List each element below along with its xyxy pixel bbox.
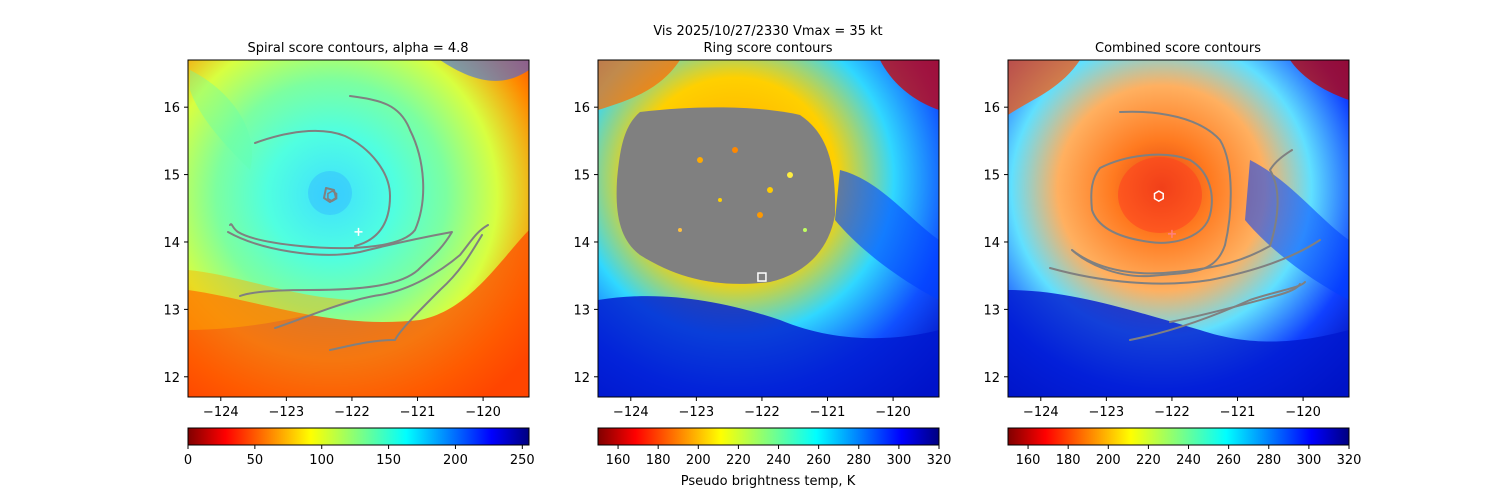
plot-frame: [597, 59, 940, 398]
colorbar-tick-label: 240: [1176, 453, 1201, 468]
heatmap-image: [598, 60, 939, 397]
colorbar-tick-label: 180: [1056, 453, 1081, 468]
panel-title: Spiral score contours, alpha = 4.8: [247, 41, 468, 56]
markers: [327, 190, 363, 236]
x-tick-label: −123: [679, 405, 715, 420]
x-axis: −124 −123 −122 −121 −120: [1023, 397, 1321, 420]
colorbar-tick-label: 250: [510, 453, 535, 468]
contours: [227, 95, 489, 351]
markers: [757, 272, 767, 282]
colorbar-tick-label: 300: [886, 453, 911, 468]
y-tick-label: 13: [983, 303, 1000, 318]
colorbar-ticks: 160 180 200 220 240 260 280 300 320: [606, 445, 952, 468]
y-axis: 12 13 14 15 16: [573, 101, 598, 386]
y-tick-label: 13: [163, 303, 180, 318]
panel-spiral: Spiral score contours, alpha = 4.8 −124−…: [163, 41, 534, 468]
x-tick-label: −124: [203, 405, 239, 420]
x-tick-label: −124: [1023, 405, 1059, 420]
colorbar-tick-label: 100: [309, 453, 334, 468]
colorbar-tick-label: 280: [846, 453, 871, 468]
x-tick-label: −121: [810, 405, 846, 420]
y-axis: 12 13 14 15 16: [983, 101, 1008, 386]
x-tick-label: −123: [269, 405, 305, 420]
y-tick-label: 15: [163, 169, 180, 184]
colorbar-tick-label: 320: [1337, 453, 1362, 468]
panel-ring: Ring score contours −124 −123 −122 −121 −120…: [573, 41, 951, 489]
colorbar-ticks: 0 50 100 150 200 250: [184, 445, 535, 468]
x-tick-label: −120: [1285, 405, 1321, 420]
x-tick-label: −123: [1089, 405, 1125, 420]
colorbar-tick-label: 320: [927, 453, 952, 468]
y-tick-label: 15: [573, 169, 590, 184]
colorbar-tick-label: 240: [766, 453, 791, 468]
heatmap-image: [188, 60, 529, 397]
y-tick-label: 12: [163, 371, 180, 386]
x-tick-label: −122: [334, 405, 370, 420]
x-tick-label: −122: [1154, 405, 1190, 420]
y-tick-label: 12: [573, 371, 590, 386]
colorbar-tick-label: 200: [686, 453, 711, 468]
y-tick-label: 16: [573, 101, 590, 116]
colorbar-label: Pseudo brightness temp, K: [681, 474, 856, 489]
colorbar: 0 50 100 150 200 250: [184, 427, 535, 468]
x-tick-label: −124: [613, 405, 649, 420]
center-plus-marker: [354, 227, 363, 236]
panel-combined: Combined score contours −124 −123 −122 −121…: [983, 41, 1361, 468]
y-tick-label: 12: [983, 371, 1000, 386]
colorbar-ticks: 160 180 200 220 240 260 280 300 320: [1016, 445, 1362, 468]
center-square-marker: [757, 272, 767, 282]
colorbar-tick-label: 280: [1256, 453, 1281, 468]
x-tick-label: −121: [400, 405, 436, 420]
colorbar: 160 180 200 220 240 260 280 300 320 Pseudo brigh…: [597, 427, 952, 489]
y-tick-label: 13: [573, 303, 590, 318]
y-tick-label: 14: [983, 236, 1000, 251]
colorbar-tick-label: 0: [184, 453, 192, 468]
colorbar-tick-label: 180: [646, 453, 671, 468]
y-tick-label: 14: [163, 236, 180, 251]
y-tick-label: 16: [163, 101, 180, 116]
x-tick-label: −121: [1220, 405, 1256, 420]
y-tick-label: 14: [573, 236, 590, 251]
colorbar-tick-label: 300: [1296, 453, 1321, 468]
colorbar-tick-label: 200: [443, 453, 468, 468]
colorbar-tick-label: 160: [1016, 453, 1041, 468]
center-hexagon-marker: [1153, 190, 1164, 202]
panel-title: Ring score contours: [703, 41, 832, 56]
y-tick-label: 16: [983, 101, 1000, 116]
colorbar-tick-label: 220: [1136, 453, 1161, 468]
contours: [1049, 110, 1321, 341]
colorbar-tick-label: 220: [726, 453, 751, 468]
plot-frame: [1007, 59, 1350, 398]
colorbar-tick-label: 150: [376, 453, 401, 468]
center-plus-marker: [1167, 229, 1176, 238]
x-tick-label: −120: [875, 405, 911, 420]
x-axis: −124 −123 −122 −121 −120: [613, 397, 911, 420]
colorbar-tick-label: 260: [806, 453, 831, 468]
x-tick-label: −122: [744, 405, 780, 420]
x-axis: −124 −123 −122 −121 −120: [203, 397, 501, 420]
colorbar-tick-label: 160: [606, 453, 631, 468]
plot-frame: [187, 59, 530, 398]
colorbar-tick-label: 200: [1096, 453, 1121, 468]
colorbar-tick-label: 260: [1216, 453, 1241, 468]
heatmap-image: [1008, 60, 1349, 397]
center-hexagon-marker: [327, 190, 338, 202]
colorbar-tick-label: 50: [247, 453, 264, 468]
y-axis: 12 13 14 15 16: [163, 101, 188, 386]
figure-suptitle: Vis 2025/10/27/2330 Vmax = 35 kt: [653, 24, 882, 39]
y-tick-label: 15: [983, 169, 1000, 184]
panel-title: Combined score contours: [1095, 41, 1261, 56]
x-tick-label: −120: [465, 405, 501, 420]
markers: [1153, 190, 1176, 238]
colorbar: 160 180 200 220 240 260 280 300 320: [1007, 427, 1362, 468]
